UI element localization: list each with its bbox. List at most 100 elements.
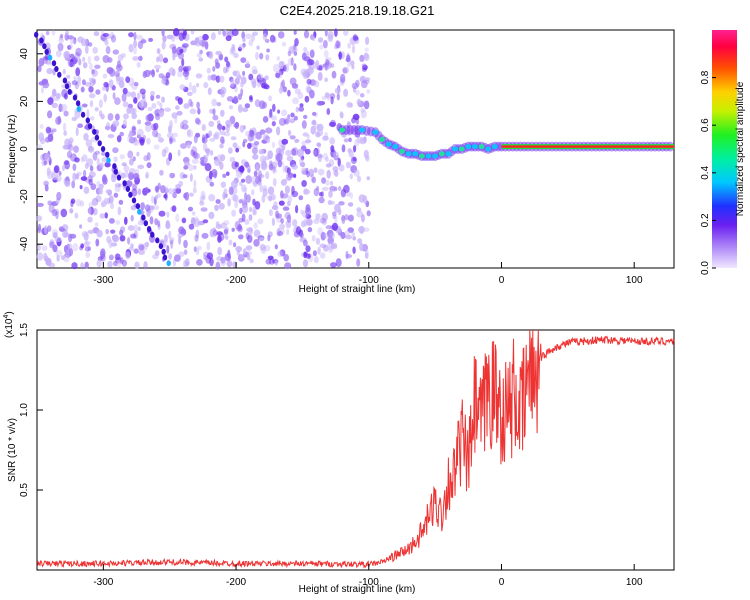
spectrogram-cell [161,149,167,158]
spectrogram-cell [208,170,213,180]
spectrogram-cell [122,119,127,128]
spectrogram-cell [277,159,283,168]
spectrogram-cell [143,101,148,109]
spectrogram-cell [211,230,217,238]
spectrogram-cell [271,168,278,175]
spectrogram-cell [242,248,247,256]
spectrogram-cell [316,185,320,191]
spectrogram-cell [265,127,273,134]
spectrogram-cell [319,243,327,249]
spectrogram-cell [245,245,253,251]
spectrogram-cell [115,220,121,225]
spectrogram-cell [84,246,90,252]
spectrogram-cell [251,33,255,42]
spectrogram-cell [122,101,129,108]
spectrogram-cell [43,180,49,187]
spectrogram-cell [228,105,234,110]
spectrogram-cell [230,136,237,141]
spectrogram-cell [171,205,177,213]
diagonal-feature-cell [141,214,146,221]
spectrogram-cell [56,50,62,58]
spectrogram-cell [244,161,250,168]
signal-cell [432,153,439,159]
spectrogram-cell [102,32,109,37]
spectrogram-cell [94,64,101,70]
spectrogram-cell [183,29,187,36]
spectrogram-cell [217,235,222,243]
spectrogram-cell [312,250,317,257]
spectrogram-cell [235,147,240,153]
spectrogram-cell [142,70,148,79]
spectrogram-cell [184,74,189,81]
spectrogram-cell [361,80,368,89]
spectrogram-cell [55,250,63,258]
spectrogram-cell [321,95,327,101]
spectrogram-cell [306,78,312,85]
spectrogram-cell [321,177,327,184]
spectrogram-cell [241,204,249,214]
spectrogram-cell [284,63,290,73]
spectrogram-cell [183,249,188,255]
spectrogram-cell [329,200,335,205]
signal-cell [452,146,458,152]
spectrogram-cell [93,31,100,37]
spectrogram-cell [137,226,141,231]
spectrogram-cell [71,116,78,122]
spectrogram-cell [284,118,290,125]
spectrogram-cell [205,255,212,264]
diagonal-feature-cell [62,77,68,84]
spectrogram-cell [171,112,178,119]
spectrogram-cell [210,149,214,156]
spectrogram-cell [220,256,226,264]
spectrogram-cell [300,161,306,168]
spectrogram-cell [145,186,149,194]
spectrogram-cell [265,258,272,265]
spectrogram-cell [128,32,134,38]
spectrogram-cell [151,103,157,109]
spectrogram-cell [62,164,65,172]
spectrogram-cell [97,187,104,195]
spectrogram-cell [115,113,120,121]
spectrogram-cell [312,111,317,116]
spectrogram-cell [198,57,204,62]
spectrogram-cell [264,245,271,252]
spectrogram-cell [360,109,367,119]
spectrogram-cell [265,54,270,61]
spectrogram-cell [138,249,145,255]
spectrogram-cell [175,213,180,223]
spectrogram-cell [245,60,250,68]
spectrogram-cell [319,44,324,50]
signal-cell [485,146,492,152]
spectrogram-cell [110,34,117,43]
spectrogram-cell [203,81,209,89]
diagonal-feature-cell [161,248,166,255]
spectrogram-cell [251,65,258,74]
spectrogram-cell [188,81,192,91]
spectrogram-cell [168,253,173,260]
diagonal-feature-cell [113,168,119,175]
spectrogram-cell [195,73,203,79]
spectrogram-cell [88,208,92,215]
spectrogram-cell [324,77,328,83]
spectrogram-cell [83,186,90,194]
spectrogram-cell [334,44,339,50]
spectrogram-cell [242,43,246,48]
spectrogram-cell [37,243,41,252]
spectrogram-cell [155,186,159,194]
spectrogram-cell [175,105,180,110]
spectrogram-cell [136,34,144,40]
spectrogram-cell [209,257,214,267]
spectrogram-cell [299,237,307,243]
spectrogram-cell [217,29,222,36]
spectrogram-cell [326,229,334,238]
spectrogram-cell [355,89,360,96]
spectrogram-cell [299,232,304,239]
spectrogram-cell [250,78,257,86]
spectrogram-cell [132,56,140,61]
spectrogram-cell [245,33,252,40]
spectrogram-cell [244,63,251,69]
spectrogram-cell [103,81,109,88]
spectrogram-cell [215,50,222,56]
spectrogram-cell [240,81,244,88]
spectrogram-cell [354,138,360,147]
